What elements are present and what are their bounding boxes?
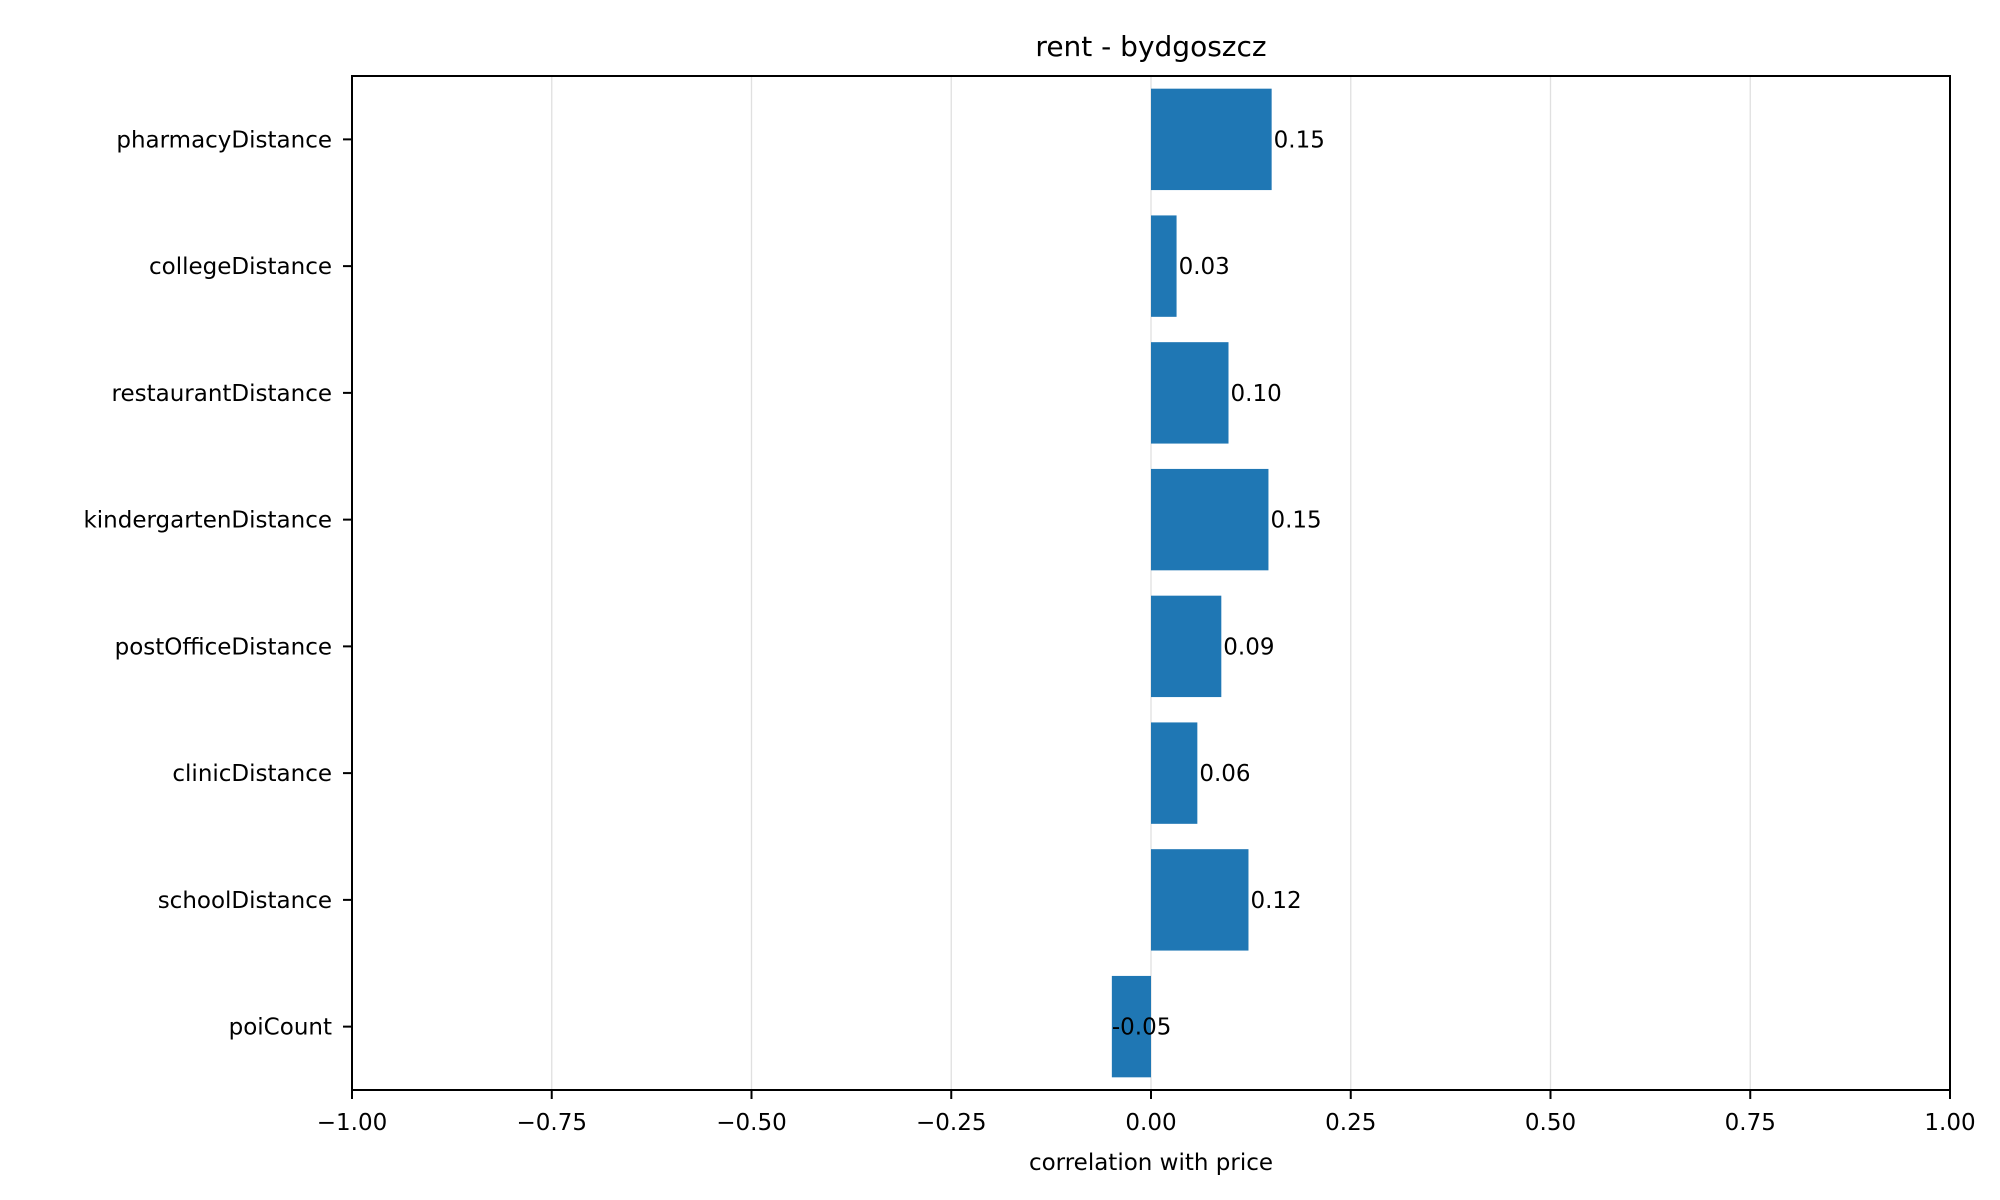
x-tick-label: −0.50 [716,1110,786,1136]
bar-restaurantDistance [1151,342,1229,444]
bar-poiCount [1111,975,1151,1078]
y-tick-label: postOfficeDistance [115,634,332,660]
bar-postOfficeDistance [1151,595,1222,698]
x-tick-label: 0.25 [1325,1110,1376,1136]
y-tick-label: poiCount [229,1015,332,1041]
bar-kindergartenDistance [1151,468,1269,571]
bar-layer [1111,88,1272,1078]
bar-pharmacyDistance [1151,88,1272,191]
data-label-restaurantDistance: 0.10 [1231,381,1282,407]
x-axis-title: correlation with price [1029,1150,1273,1176]
y-tick-label: clinicDistance [172,761,332,787]
x-axis-ticks: −1.00 −0.75 −0.50 −0.25 0.00 0.25 0.50 0.75 1.00 [317,1090,1976,1136]
x-tick-label: 1.00 [1924,1110,1975,1136]
x-tick-label: 0.00 [1125,1110,1176,1136]
data-label-poiCount: -0.05 [1112,1015,1172,1041]
y-tick-label: schoolDistance [158,888,332,914]
bar-clinicDistance [1151,722,1198,824]
y-axis-ticks: pharmacyDistance collegeDistance restauran… [83,127,352,1041]
y-tick-label: restaurantDistance [112,381,333,407]
data-label-schoolDistance: 0.12 [1250,888,1301,914]
bar-schoolDistance [1151,849,1249,951]
data-label-clinicDistance: 0.06 [1199,761,1250,787]
data-label-kindergartenDistance: 0.15 [1270,508,1321,534]
data-label-postOfficeDistance: 0.09 [1223,634,1274,660]
data-label-pharmacyDistance: 0.15 [1274,127,1325,153]
chart-title: rent - bydgoszcz [1035,30,1266,63]
x-tick-label: −0.25 [916,1110,986,1136]
data-label-layer: 0.15 0.03 0.10 0.15 0.09 0.06 0.12 -0.05 [1112,127,1325,1040]
x-tick-label: 0.50 [1525,1110,1576,1136]
x-tick-label: 0.75 [1725,1110,1776,1136]
y-tick-label: pharmacyDistance [116,127,332,153]
x-tick-label: −0.75 [517,1110,587,1136]
x-tick-label: −1.00 [317,1110,387,1136]
y-tick-label: kindergartenDistance [83,508,332,534]
bar-collegeDistance [1151,215,1177,317]
y-tick-label: collegeDistance [149,254,332,280]
data-label-collegeDistance: 0.03 [1179,254,1230,280]
